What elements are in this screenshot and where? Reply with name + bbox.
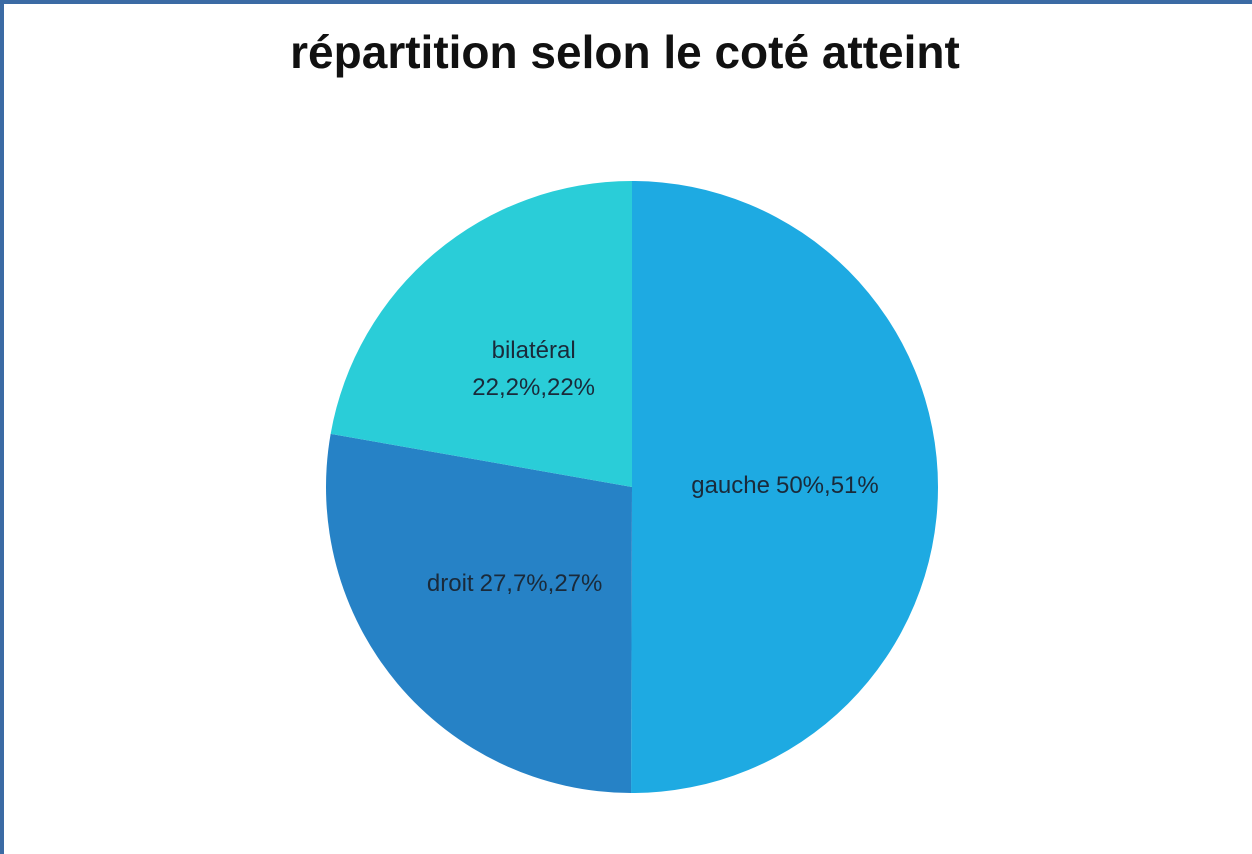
slice-label: gauche 50%,51% xyxy=(691,473,879,500)
slice-category: gauche xyxy=(691,473,770,500)
slice-category: bilatéral xyxy=(492,337,576,364)
slice-label: droit 27,7%,27% xyxy=(427,571,602,598)
pie-slice xyxy=(631,180,939,793)
slice-value-label: 50%,51% xyxy=(776,473,879,500)
slice-category: droit xyxy=(427,571,474,598)
slice-label: bilatéral 22,2%,22% xyxy=(472,337,595,401)
pie-slice xyxy=(330,181,632,487)
slice-value-label: 22,2%,22% xyxy=(472,374,595,401)
chart-title: répartition selon le coté atteint xyxy=(290,26,960,78)
pie-slice xyxy=(325,433,632,793)
slice-value-label: 27,7%,27% xyxy=(480,571,603,598)
